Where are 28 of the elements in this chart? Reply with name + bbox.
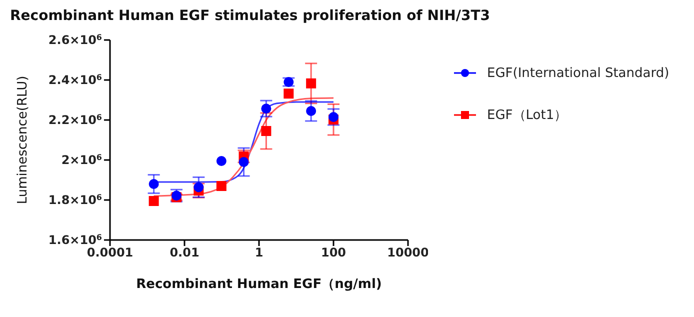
y-tick-label: 1.6×10$^{6}$	[48, 232, 102, 247]
x-tick-label: 10000	[387, 246, 429, 260]
x-tick-label: 100	[320, 246, 346, 260]
legend-label: EGF（Lot1）	[487, 107, 568, 124]
x-axis-title: Recombinant Human EGF（ng/ml)	[136, 277, 382, 292]
x-tick-label: 0.01	[170, 246, 200, 260]
y-tick-label: 2.4×10$^{6}$	[48, 72, 102, 87]
point	[216, 181, 226, 191]
legend-label: EGF(International Standard)	[487, 66, 670, 80]
point	[306, 78, 316, 88]
point	[328, 112, 338, 122]
point	[216, 156, 226, 166]
point	[194, 182, 204, 192]
y-tick-label: 2×10$^{6}$	[61, 152, 102, 167]
point	[148, 196, 159, 206]
y-tick-label: 1.8×10$^{6}$	[48, 192, 102, 207]
x-tick-label: 1	[254, 246, 264, 260]
y-tick-label: 2.6×10$^{6}$	[48, 32, 102, 47]
chart-title: Recombinant Human EGF stimulates proliferation of NIH/3T3	[10, 8, 490, 24]
point	[306, 106, 316, 116]
y-tick-label: 2.2×10$^{6}$	[48, 112, 102, 127]
point	[284, 88, 294, 99]
x-tick-label: 0.0001	[86, 246, 134, 260]
point	[261, 104, 272, 114]
point	[238, 157, 249, 167]
y-axis-title: Luminescence(RLU)	[16, 76, 31, 204]
point	[148, 179, 159, 189]
point	[261, 126, 272, 136]
